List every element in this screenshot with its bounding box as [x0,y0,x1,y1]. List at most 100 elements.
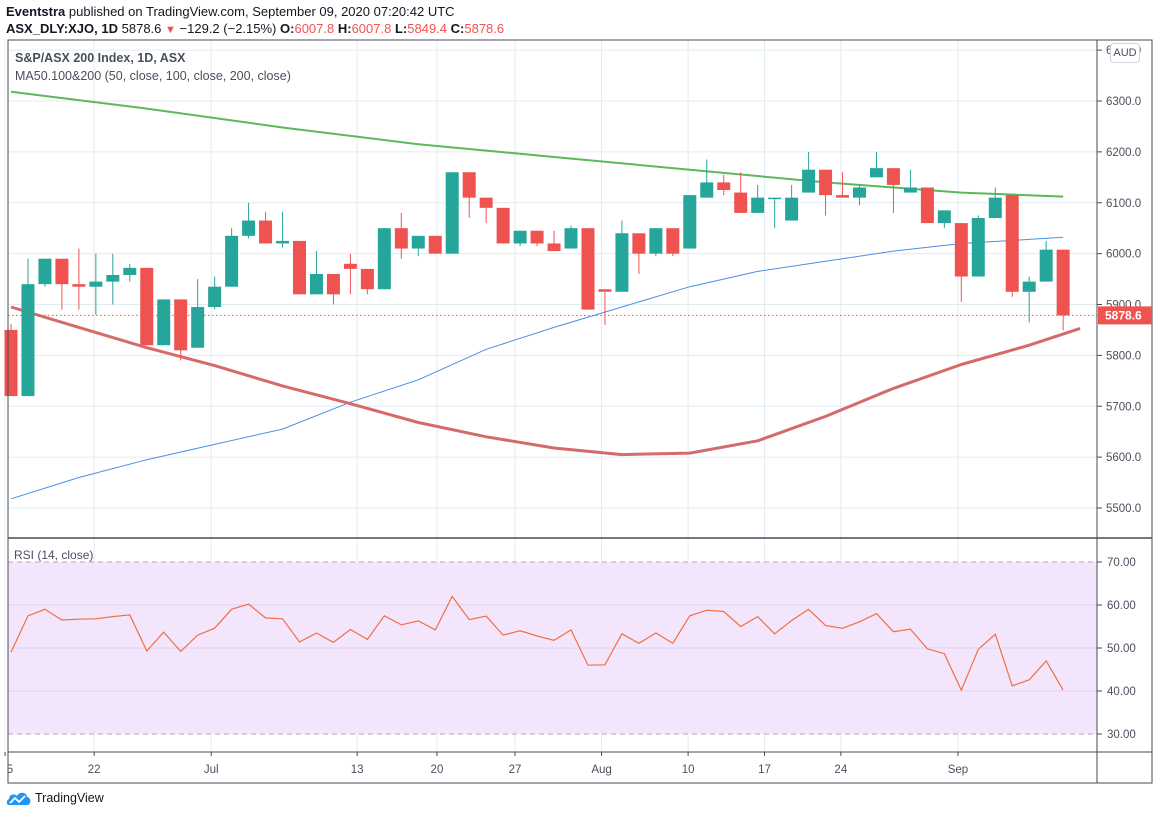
candle-body [38,258,52,285]
candle[interactable] [564,225,578,249]
rsi-tick-label: 60.00 [1107,600,1136,612]
candle[interactable] [428,235,442,254]
candle[interactable] [836,172,850,198]
brand-logo[interactable]: TradingView [6,790,104,806]
candle[interactable] [751,184,765,213]
candle[interactable] [971,215,985,277]
candle[interactable] [123,263,137,282]
candle[interactable] [208,276,222,310]
candle[interactable] [4,323,18,397]
candle[interactable] [581,228,595,310]
candle[interactable] [377,228,391,290]
candle-body [360,268,374,290]
price-tick-label: 5500.0 [1106,503,1141,515]
rsi-tick-label: 50.00 [1107,643,1136,655]
candle-body [683,195,697,249]
candle-body [157,299,171,346]
candle[interactable] [1056,249,1070,331]
candle[interactable] [360,268,374,295]
candle[interactable] [547,230,561,252]
candle[interactable] [1039,240,1053,282]
candle[interactable] [683,195,697,249]
time-tick-label: Sep [948,764,968,776]
candle[interactable] [479,197,493,224]
candle[interactable] [1005,195,1019,297]
candle[interactable] [802,151,816,193]
time-tick-label: 27 [509,764,522,776]
candle[interactable] [632,233,646,274]
candle[interactable] [394,212,408,259]
candle[interactable] [903,169,917,193]
candle[interactable] [89,253,103,315]
candle-body [547,243,561,252]
candle[interactable] [666,228,680,257]
ma50-line [10,236,1064,500]
candle[interactable] [920,187,934,224]
candle[interactable] [276,211,290,248]
candle[interactable] [140,267,154,346]
candle[interactable] [819,169,833,216]
candle[interactable] [496,207,510,244]
candle[interactable] [309,251,323,295]
candle[interactable] [785,184,799,221]
brand-name: TradingView [35,791,104,805]
candle-body [394,228,408,249]
candle[interactable] [343,253,357,295]
price-tick-label: 6100.0 [1106,198,1141,210]
candle[interactable] [462,172,476,219]
candle[interactable] [937,210,951,229]
price-axis[interactable]: 6400.06300.06200.06100.06000.05900.05800… [1097,45,1152,515]
candle-body [581,228,595,310]
high-label: H: [337,21,352,36]
time-axis[interactable]: 5 22 Jul 13 20 27 Aug 10 17 24 Sep [4,752,968,776]
price-tick-label: 6300.0 [1106,96,1141,108]
candle[interactable] [157,299,171,346]
rsi-line [10,595,1064,692]
candle[interactable] [513,230,527,246]
candle[interactable] [954,223,968,302]
candle[interactable] [886,168,900,213]
candle[interactable] [530,230,544,246]
candle[interactable] [700,159,714,198]
candle-body [785,197,799,221]
last-price: 5878.6 [121,21,162,36]
candle[interactable] [72,248,86,310]
currency-button[interactable]: AUD [1110,43,1140,63]
candle[interactable] [717,174,731,196]
candle[interactable] [411,235,425,257]
candle[interactable] [191,279,205,348]
rsi-grid [8,561,1097,735]
candles[interactable] [4,151,1070,397]
rsi-legend-title: RSI (14, close) [14,548,94,562]
candle-body [428,235,442,254]
candle[interactable] [649,228,663,257]
candle[interactable] [259,211,273,244]
candle[interactable] [55,258,69,310]
time-tick-label: Aug [591,764,611,776]
price-tick-label: 5700.0 [1106,401,1141,413]
candle[interactable] [445,172,459,254]
candle[interactable] [242,202,256,239]
candle[interactable] [106,253,120,305]
candle[interactable] [326,273,340,305]
candle[interactable] [174,299,188,361]
candle[interactable] [292,240,306,295]
candle[interactable] [225,228,239,287]
candle[interactable] [734,172,748,213]
candle[interactable] [38,258,52,287]
candle[interactable] [21,258,35,397]
rsi-axis[interactable]: 70.00 60.00 50.00 40.00 30.00 [1097,557,1136,741]
candle[interactable] [1022,276,1036,323]
candle[interactable] [768,197,782,229]
candle[interactable] [988,187,1002,219]
rsi-tick-label: 70.00 [1107,557,1136,569]
candle-body [242,220,256,236]
candle-body [106,274,120,282]
candle[interactable] [869,151,883,178]
candle[interactable] [853,184,866,206]
candle-body [21,284,35,397]
time-tick-label: Jul [204,764,219,776]
candle[interactable] [615,220,629,292]
candle[interactable] [598,289,612,325]
